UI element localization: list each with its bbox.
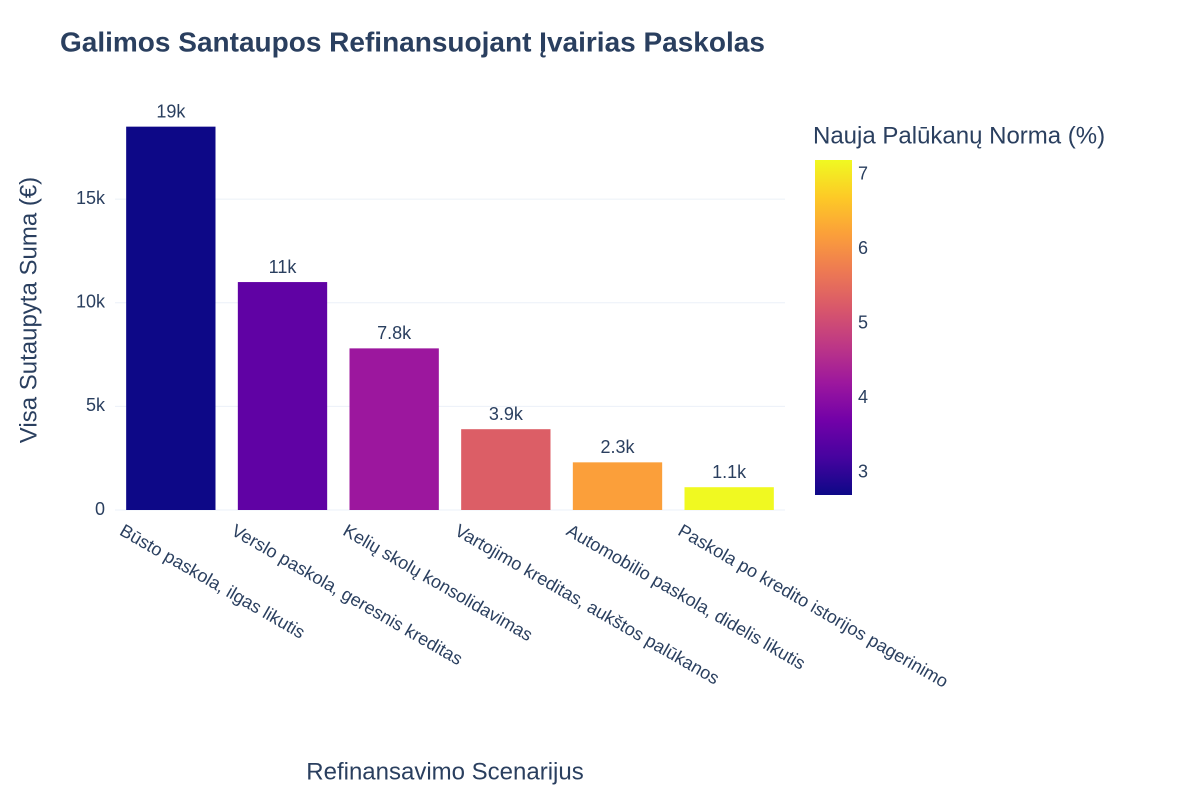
colorbar-tick-label: 7 — [858, 164, 868, 184]
bar — [572, 462, 663, 510]
data-label: 11k — [269, 257, 298, 277]
data-label: 2.3k — [600, 437, 635, 457]
colorbar — [815, 160, 852, 495]
colorbar-title: Nauja Palūkanų Norma (%) — [813, 122, 1105, 149]
colorbar-tick-label: 4 — [858, 387, 868, 407]
bar — [349, 348, 439, 510]
colorbar-tick-label: 6 — [858, 238, 868, 258]
bar — [461, 429, 551, 510]
x-axis-title: Refinansavimo Scenarijus — [306, 758, 583, 785]
colorbar-tick-label: 3 — [858, 461, 868, 481]
x-tick-label: Būsto paskola, ilgas likutis — [116, 520, 308, 642]
x-tick-label: Kelių skolų konsolidavimas — [340, 520, 536, 645]
bar — [684, 487, 774, 510]
y-tick-label: 5k — [86, 395, 106, 415]
chart-title: Galimos Santaupos Refinansuojant Įvairia… — [60, 26, 765, 57]
data-label: 7.8k — [377, 323, 412, 343]
x-tick-label: Verslo paskola, geresnis kreditas — [228, 520, 466, 669]
y-axis-title: Visa Sutaupyta Suma (€) — [15, 177, 42, 443]
data-label: 3.9k — [489, 404, 524, 424]
data-label: 1.1k — [712, 462, 747, 482]
bar — [126, 126, 216, 511]
y-tick-label: 0 — [95, 499, 105, 519]
colorbar-tick-label: 5 — [858, 313, 868, 333]
y-tick-label: 10k — [76, 292, 106, 312]
y-tick-label: 15k — [76, 188, 106, 208]
data-label: 19k — [156, 101, 186, 121]
bar — [237, 282, 328, 510]
